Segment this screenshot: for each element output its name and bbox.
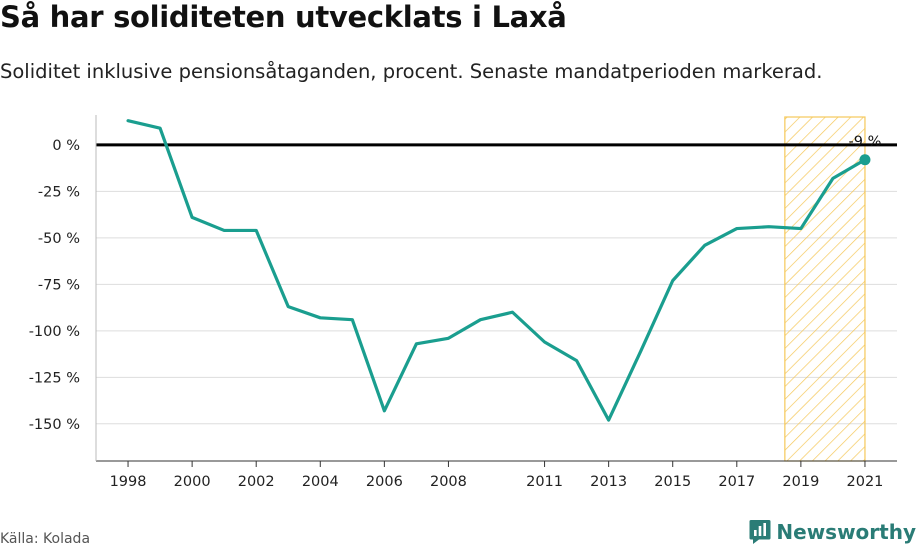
y-tick-label: -50 %: [38, 231, 80, 247]
end-value-label: -9 %: [849, 134, 882, 150]
x-tick-label: 2011: [526, 474, 563, 490]
x-tick-label: 2008: [430, 474, 467, 490]
x-tick-label: 2013: [590, 474, 627, 490]
x-tick-label: 2017: [718, 474, 755, 490]
x-tick-label: 2006: [366, 474, 403, 490]
grid-lines: [96, 190, 897, 425]
x-tick-label: 2015: [654, 474, 691, 490]
brand-name: Newsworthy: [776, 520, 916, 544]
series-layer: [126, 119, 871, 422]
brand-logo: Newsworthy: [749, 519, 916, 545]
newsworthy-logo-icon: [749, 520, 771, 544]
y-tick-label: -150 %: [29, 417, 80, 433]
axes: 0 % -25 % -50 % -75 % -100 % -125 % -150 % 1998…: [29, 115, 897, 490]
series-line: [126, 119, 867, 422]
x-tick-label: 2019: [782, 474, 819, 490]
y-tick-label: -25 %: [38, 184, 80, 200]
x-tick-label: 2002: [238, 474, 275, 490]
end-point: [859, 154, 871, 166]
y-tick-label: -125 %: [29, 370, 80, 386]
chart-title: Så har soliditeten utvecklats i Laxå: [0, 0, 567, 34]
y-tick-label: -100 %: [29, 324, 80, 340]
source-note: Källa: Kolada: [0, 531, 91, 547]
y-tick-label: 0 %: [52, 138, 80, 154]
x-tick-label: 1998: [110, 474, 147, 490]
mandate-period-highlight: [784, 116, 866, 462]
x-tick-label: 2004: [302, 474, 339, 490]
x-tick-label: 2000: [174, 474, 211, 490]
x-tick-label: 2021: [847, 474, 884, 490]
label-layer: -9 %: [849, 134, 882, 150]
chart-subtitle: Soliditet inklusive pensionsåtaganden, p…: [0, 60, 823, 83]
highlight-band: [784, 116, 866, 462]
y-tick-label: -75 %: [38, 277, 80, 293]
